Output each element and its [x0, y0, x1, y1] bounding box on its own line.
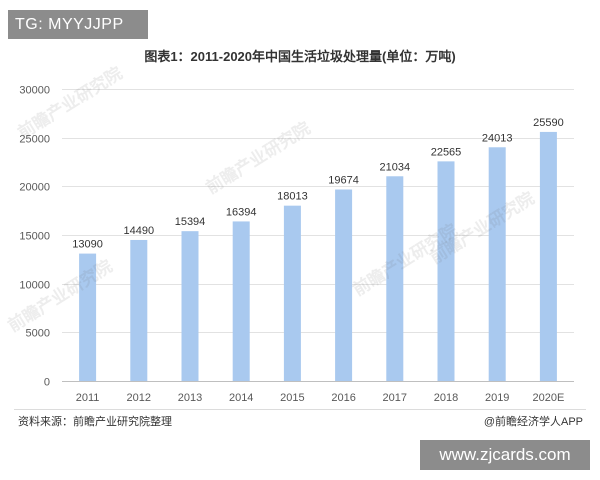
y-tick-label: 5000	[26, 328, 50, 340]
bar-2017	[386, 176, 404, 381]
x-tick-label-2014: 2014	[229, 392, 253, 404]
bar-2013	[181, 231, 199, 381]
top-overlay-label: TG: MYYJJPP	[8, 10, 148, 39]
x-tick-label-2019: 2019	[485, 392, 509, 404]
data-label-2015: 18013	[277, 191, 308, 203]
bar-2014	[232, 221, 250, 381]
y-tick-label: 20000	[19, 182, 50, 194]
data-label-2016: 19674	[328, 175, 359, 187]
x-tick-label-2015: 2015	[280, 392, 304, 404]
gridlines	[62, 89, 574, 333]
bar-2018	[437, 161, 455, 381]
x-tick-label-2016: 2016	[331, 392, 355, 404]
y-tick-label: 0	[44, 377, 50, 389]
x-tick-label-2011: 2011	[76, 392, 100, 404]
bar-2016	[335, 189, 353, 381]
chart-title: 图表1：2011-2020年中国生活垃圾处理量(单位：万吨)	[144, 49, 456, 64]
data-label-2018: 22565	[431, 146, 462, 158]
data-label-2019: 24013	[482, 132, 513, 144]
bottom-overlay-label: www.zjcards.com	[420, 440, 590, 470]
data-label-2012: 14490	[124, 225, 155, 237]
data-labels: 13090 14490 15394 16394 18013 19674 21034 22565…	[72, 117, 563, 251]
y-axis-labels: 0 5000 10000 15000 20000 25000 30000	[19, 85, 50, 389]
data-label-2011: 13090	[72, 239, 103, 251]
bar-2019	[488, 147, 506, 381]
x-tick-label-2017: 2017	[383, 392, 407, 404]
x-tick-label-2012: 2012	[127, 392, 151, 404]
bar-2011	[79, 253, 97, 381]
bar-2015	[283, 205, 301, 381]
footer-divider	[14, 409, 586, 410]
x-axis-labels: 2011 2012 2013 2014 2015 2016 2017 2018 2019 2020…	[76, 392, 565, 404]
x-tick-label-2013: 2013	[178, 392, 202, 404]
y-tick-label: 30000	[19, 85, 50, 97]
x-tick-label-2020E: 2020E	[532, 392, 564, 404]
data-label-2017: 21034	[380, 161, 411, 173]
data-label-2020E: 25590	[533, 117, 564, 129]
y-tick-label: 10000	[19, 280, 50, 292]
data-label-2013: 15394	[175, 216, 206, 228]
publisher-credit: @前瞻经济学人APP	[483, 416, 583, 428]
data-label-2014: 16394	[226, 206, 257, 218]
y-tick-label: 25000	[19, 134, 50, 146]
bar-2012	[130, 239, 148, 381]
bar-2020E	[539, 131, 557, 381]
y-tick-label: 15000	[19, 231, 50, 243]
bars	[79, 131, 557, 381]
source-note: 资料来源：前瞻产业研究院整理	[18, 416, 172, 428]
x-tick-label-2018: 2018	[434, 392, 458, 404]
